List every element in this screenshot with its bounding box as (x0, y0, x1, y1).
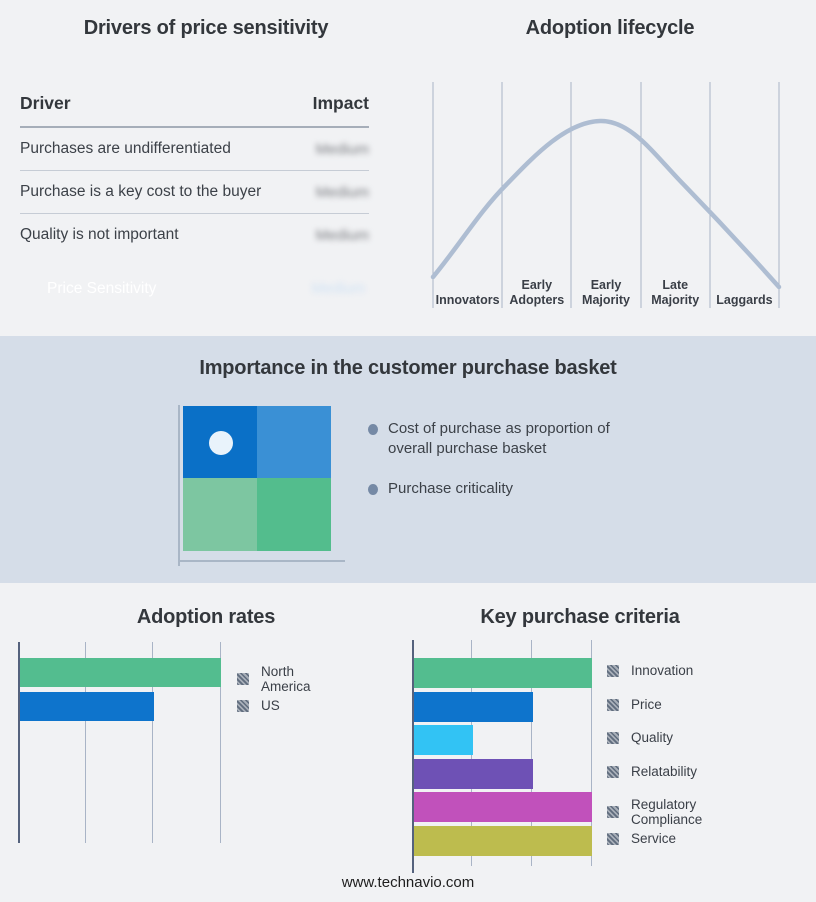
legend-label: Service (631, 831, 677, 846)
stage-label: Early Majority (582, 278, 630, 307)
lifecycle-panel-title: Adoption lifecycle (525, 17, 695, 39)
table-row: Purchase is a key cost to the buyer Medi… (20, 171, 369, 214)
stage-label: Innovators (435, 293, 500, 307)
legend-item: Innovation (607, 663, 693, 678)
bar-service (414, 826, 592, 856)
hatched-swatch-icon (607, 832, 619, 845)
legend-item: North America (237, 664, 311, 694)
legend-item: Relatability (607, 764, 697, 779)
stage-label: Early Adopters (509, 278, 565, 307)
footer-url: www.technavio.com (341, 874, 475, 891)
legend-label: Regulatory Compliance (631, 797, 703, 827)
adoption-rates-chart (18, 642, 221, 843)
basket-panel-title: Importance in the customer purchase bask… (199, 357, 617, 379)
bar-price (414, 692, 533, 722)
price-sensitivity-summary-bar: Price Sensitivity Medium (19, 271, 387, 306)
gridline (85, 642, 86, 843)
legend-item: US (237, 698, 280, 713)
bullet-item: Cost of purchase as proportion of overal… (368, 419, 648, 459)
quadrant-x-axis (178, 560, 345, 562)
adoption-rates-title: Adoption rates (136, 606, 276, 628)
quadrant-cell-top-right (257, 406, 331, 478)
quadrant-marker-dot (209, 431, 233, 455)
drivers-table: Driver Impact Purchases are undifferenti… (20, 93, 369, 256)
gridline (531, 640, 532, 866)
drivers-table-header: Driver Impact (20, 93, 369, 128)
bullet-text: Purchase criticality (388, 480, 514, 497)
driver-cell: Purchase is a key cost to the buyer (20, 183, 262, 200)
drivers-panel-title: Drivers of price sensitivity (83, 17, 329, 39)
hatched-swatch-icon (607, 806, 619, 818)
gridline (591, 640, 592, 866)
hatched-swatch-icon (237, 699, 249, 712)
price-sensitivity-label: Price Sensitivity (47, 279, 157, 297)
bar-north-america (20, 658, 221, 687)
quadrant-chart (183, 406, 331, 551)
stage-label: Late Majority (651, 278, 700, 307)
legend-item: Regulatory Compliance (607, 797, 702, 827)
legend-label: Relatability (631, 764, 698, 779)
price-sensitivity-value-blurred: Medium (311, 280, 365, 297)
quadrant-cell-bottom-right (257, 478, 331, 551)
hatched-swatch-icon (237, 673, 249, 685)
quadrant-cell-top-left (183, 406, 257, 478)
gridline (152, 642, 153, 843)
key-purchase-chart (412, 640, 592, 873)
hatched-swatch-icon (607, 698, 619, 711)
hatched-swatch-icon (607, 664, 619, 677)
adoption-curve (430, 118, 782, 290)
key-purchase-title: Key purchase criteria (480, 606, 680, 628)
column-impact: Impact (312, 93, 369, 113)
purchase-basket-band (0, 336, 816, 583)
driver-cell: Purchases are undifferentiated (20, 140, 231, 157)
legend-item: Service (607, 831, 676, 846)
legend-label: Quality (631, 730, 674, 745)
bullet-icon (368, 424, 378, 435)
quadrant-y-axis (178, 405, 180, 566)
legend-label: North America (261, 664, 311, 694)
bullet-text: Cost of purchase as proportion of overal… (388, 420, 610, 457)
legend-item: Quality (607, 730, 673, 745)
table-row: Quality is not important Medium (20, 214, 369, 256)
driver-cell: Quality is not important (20, 226, 179, 243)
impact-value-blurred: Medium (315, 183, 369, 201)
lifecycle-gridlines (432, 82, 780, 308)
adoption-lifecycle-chart (430, 82, 782, 308)
bar-quality (414, 725, 473, 755)
legend-item: Price (607, 697, 662, 712)
stage-label: Laggards (716, 293, 773, 307)
bar-relatability (414, 759, 533, 789)
bar-us (20, 692, 154, 721)
bar-innovation (414, 658, 592, 688)
quadrant-cell-bottom-left (183, 478, 257, 551)
impact-value-blurred: Medium (315, 140, 369, 158)
impact-value-blurred: Medium (315, 226, 369, 244)
bullet-item: Purchase criticality (368, 479, 648, 499)
hatched-swatch-icon (607, 731, 619, 744)
hatched-swatch-icon (607, 765, 619, 778)
column-driver: Driver (20, 93, 71, 113)
legend-label: US (261, 698, 280, 713)
gridline (220, 642, 221, 843)
lifecycle-stage-labels: Innovators Early Adopters Early Majority La… (433, 270, 779, 308)
legend-label: Price (631, 697, 662, 712)
table-row: Purchases are undifferentiated Medium (20, 128, 369, 171)
legend-label: Innovation (631, 663, 694, 678)
bar-regulatory-compliance (414, 792, 592, 822)
y-axis (18, 642, 20, 843)
y-axis (412, 640, 414, 873)
bullet-icon (368, 484, 378, 495)
